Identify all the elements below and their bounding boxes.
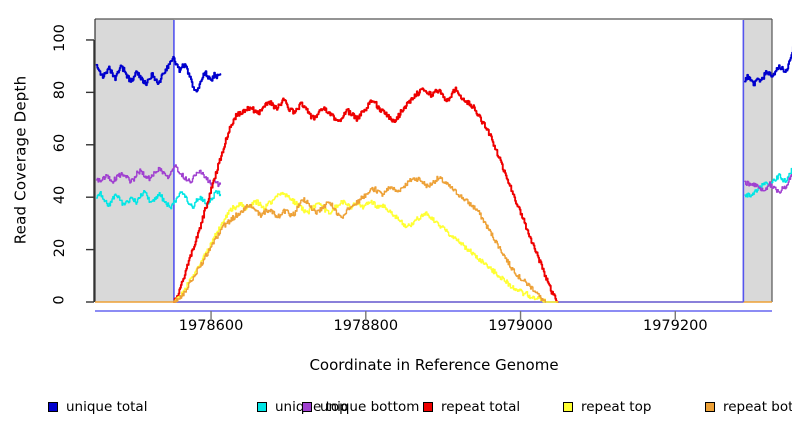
series-unique-bottom-seg1 [744,173,792,194]
x-axis-label: Coordinate in Reference Genome [95,356,773,374]
y-tick-label-text: 80 [51,81,68,100]
legend-item-unique-bottom[interactable]: unique bottom [302,396,419,418]
x-tick-label-1978600: 1978600 [178,318,244,334]
x-tick-label-1978800: 1978800 [333,318,399,334]
legend-swatch-icon [423,402,433,412]
legend-item-repeat-top[interactable]: repeat top [563,396,651,418]
legend-label-text: repeat bottom [723,399,792,415]
series-repeat-top-seg0 [173,191,559,303]
legend-label-text: repeat total [441,399,521,415]
y-axis-label: Read Coverage Depth [6,0,34,320]
series-unique-total-seg0 [95,55,222,93]
y-tick-label-40: 40 [40,185,80,205]
legend-swatch-icon [48,402,58,412]
legend-swatch-icon [257,402,267,412]
chart-legend: unique total unique top unique bottom repea… [0,396,792,420]
x-axis-label-text: Coordinate in Reference Genome [309,356,559,374]
y-axis-label-text: Read Coverage Depth [11,75,29,245]
legend-item-repeat-bottom[interactable]: repeat bottom [705,396,792,418]
legend-swatch-icon [705,402,715,412]
legend-label-text: unique bottom [320,399,420,415]
series-unique-bottom-seg0 [95,164,222,188]
legend-label-text: repeat top [581,399,652,415]
series-unique-total-seg1 [743,46,792,87]
y-tick-label-text: 40 [51,185,68,205]
y-tick-label-text: 0 [51,295,68,305]
y-tick-label-text: 100 [52,24,68,52]
legend-swatch-icon [563,402,573,412]
legend-item-repeat-total[interactable]: repeat total [423,396,520,418]
y-tick-label-0: 0 [40,292,80,308]
shaded-region-left-flank [95,19,174,302]
series-unique-top-seg0 [95,190,222,210]
series-repeat-total-seg0 [172,86,559,303]
series-unique-top-seg1 [744,167,792,198]
x-tick-label-1979200: 1979200 [642,318,708,334]
y-tick-label-80: 80 [40,81,80,100]
y-tick-label-60: 60 [40,133,80,152]
y-tick-label-text: 20 [51,238,68,257]
y-tick-label-text: 60 [51,133,68,152]
y-tick-label-20: 20 [40,238,80,257]
shaded-region-right-flank [743,19,772,302]
y-tick-label-100: 100 [40,24,80,52]
series-repeat-bottom-seg0 [173,175,546,303]
legend-item-unique-total[interactable]: unique total [48,396,147,418]
x-tick-label-1979000: 1979000 [488,318,553,334]
legend-label-text: unique total [66,399,148,415]
legend-swatch-icon [302,402,312,412]
